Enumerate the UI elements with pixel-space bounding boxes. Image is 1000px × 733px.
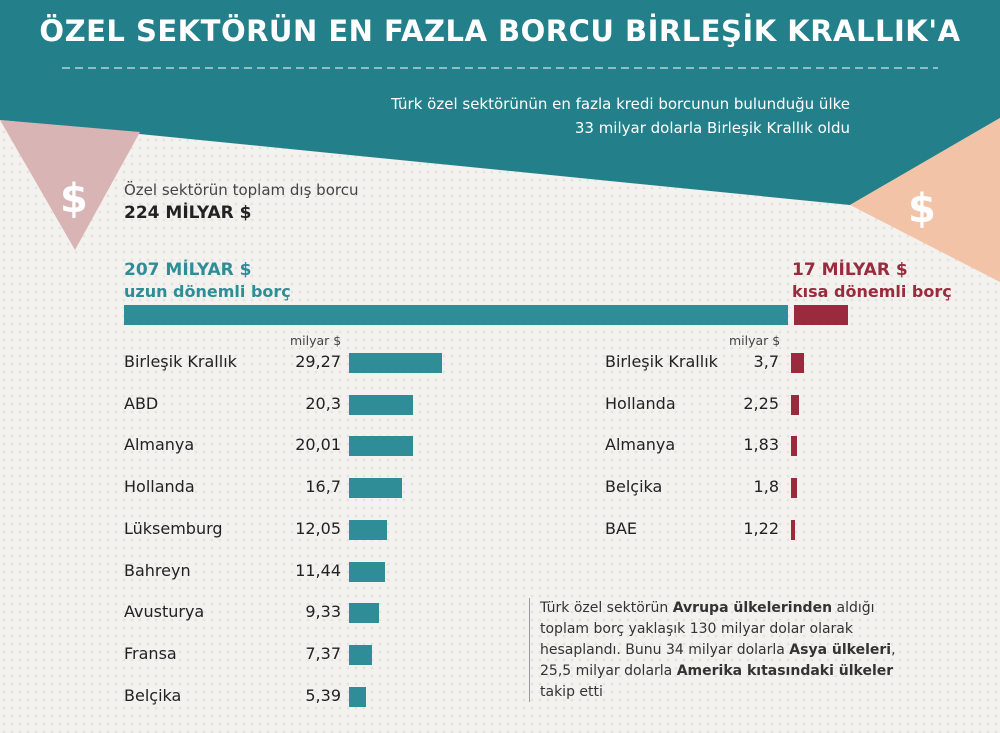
short-term-value: 17 MİLYAR $ <box>792 260 908 280</box>
subtitle-line-2: 33 milyar dolarla Birleşik Krallık oldu <box>574 119 850 137</box>
page-subtitle: Türk özel sektörünün en fazla kredi borc… <box>330 92 850 140</box>
value-label: 3,7 <box>753 352 779 371</box>
bar <box>349 686 366 707</box>
country-label: Avusturya <box>124 602 205 622</box>
total-debt-label: Özel sektörün toplam dış borcu <box>124 181 359 199</box>
country-label: Fransa <box>124 643 177 663</box>
value-label: 7,37 <box>305 643 341 663</box>
dollar-icon: $ <box>60 176 88 222</box>
value-label: 1,83 <box>743 435 779 455</box>
note-emphasis: Amerika kıtasındaki ülkeler <box>676 663 894 679</box>
country-label: Hollanda <box>124 477 195 497</box>
value-label: 9,33 <box>305 602 341 622</box>
right-triangle <box>850 118 1000 282</box>
bar <box>349 436 413 457</box>
long-term-segment <box>124 305 788 325</box>
dollar-icon: $ <box>908 186 936 232</box>
total-debt-value: 224 MİLYAR $ <box>124 203 252 223</box>
value-label: 20,01 <box>295 435 341 455</box>
note-emphasis: Avrupa ülkelerinden <box>672 600 833 616</box>
short-term-segment <box>794 305 848 325</box>
value-label: 29,27 <box>295 352 341 371</box>
long-term-value: 207 MİLYAR $ <box>124 260 252 280</box>
bar <box>349 603 379 624</box>
short-term-label: kısa dönemli borç <box>792 282 952 301</box>
country-label: Hollanda <box>605 393 676 413</box>
long-chart-unit: milyar $ <box>290 333 342 348</box>
bar <box>791 519 795 540</box>
value-label: 16,7 <box>305 477 341 497</box>
bar <box>791 436 797 457</box>
value-label: 1,22 <box>743 518 779 538</box>
note-part: , 25,5 milyar dolarla <box>540 642 896 679</box>
bar <box>349 561 385 582</box>
bar <box>349 394 413 415</box>
country-label: Belçika <box>124 685 182 705</box>
value-label: 11,44 <box>295 560 341 580</box>
bar <box>791 478 797 499</box>
short-chart-unit: milyar $ <box>729 333 781 348</box>
long-term-label: uzun dönemli borç <box>124 282 291 301</box>
bar <box>349 519 387 540</box>
note-emphasis: Asya ülkeleri <box>789 642 892 658</box>
subtitle-line-1: Türk özel sektörünün en fazla kredi borc… <box>390 95 850 113</box>
value-label: 2,25 <box>743 393 779 413</box>
country-label: BAE <box>605 518 638 538</box>
bar <box>791 353 804 373</box>
note-part: aldığı toplam borç yaklaşık 130 milyar d… <box>540 600 875 658</box>
country-label: Almanya <box>605 435 676 455</box>
page-title: ÖZEL SEKTÖRÜN EN FAZLA BORCU BİRLEŞİK KR… <box>39 14 961 48</box>
country-label: Lüksemburg <box>124 518 223 538</box>
bar <box>349 478 402 499</box>
note-text: Türk özel sektörün Avrupa ülkelerinden a… <box>540 598 910 703</box>
value-label: 20,3 <box>305 393 341 413</box>
country-label: Birleşik Krallık <box>124 352 237 371</box>
value-label: 1,8 <box>753 477 779 497</box>
country-label: Almanya <box>124 435 195 455</box>
country-label: Belçika <box>605 477 663 497</box>
note-part: takip etti <box>540 684 603 700</box>
debt-split-bar <box>124 305 848 325</box>
value-label: 12,05 <box>295 518 341 538</box>
value-label: 5,39 <box>305 685 341 705</box>
note-divider <box>529 598 530 702</box>
country-label: ABD <box>124 393 159 413</box>
bar <box>349 353 442 373</box>
country-label: Birleşik Krallık <box>605 352 718 371</box>
note-part: Türk özel sektörün <box>540 600 673 616</box>
bar <box>349 644 372 665</box>
country-label: Bahreyn <box>124 560 191 580</box>
left-triangle <box>0 120 140 250</box>
bar <box>791 394 799 415</box>
